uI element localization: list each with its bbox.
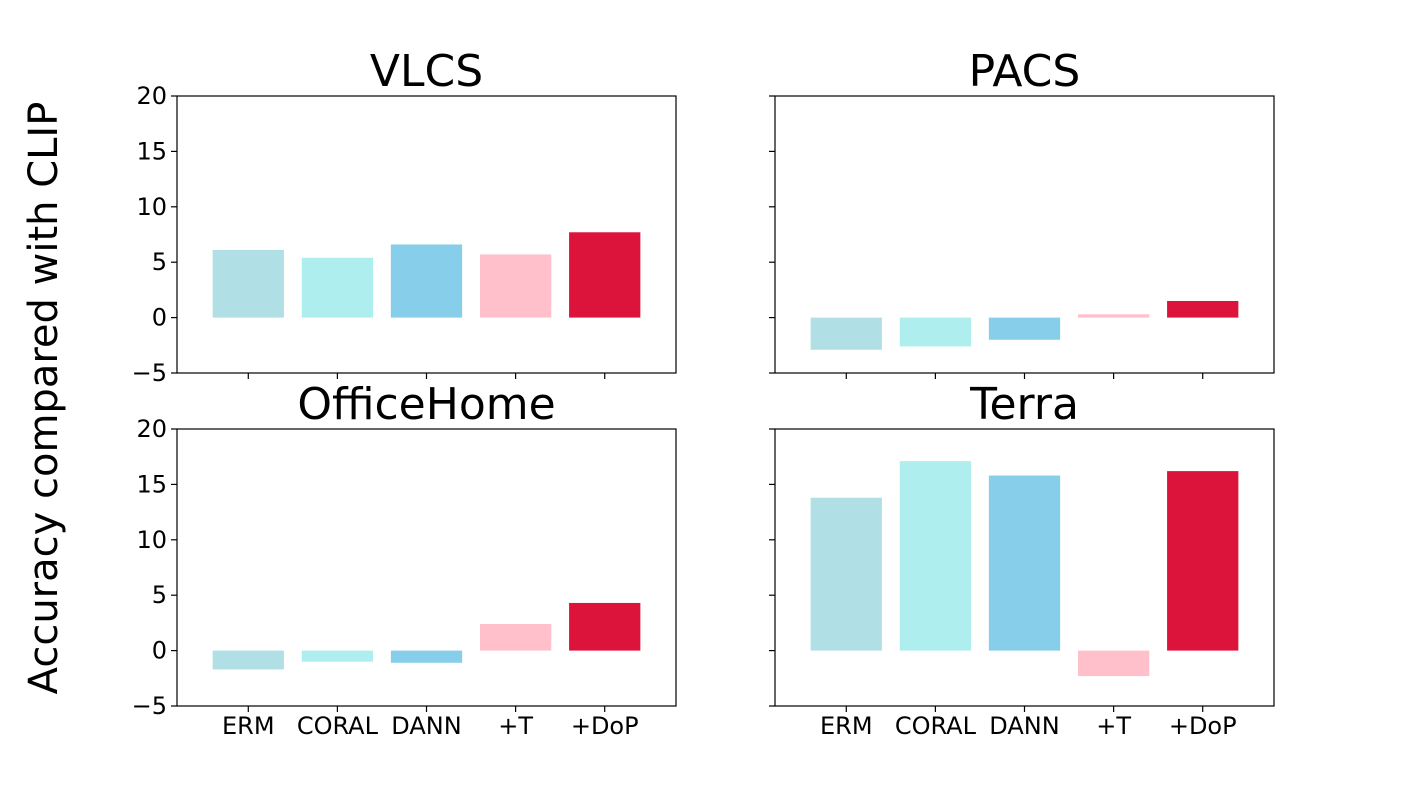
x-tick-label-dop: +DoP bbox=[571, 712, 639, 740]
bar-dann bbox=[390, 650, 463, 663]
panel-title: VLCS bbox=[370, 46, 483, 97]
bar-t bbox=[479, 254, 552, 318]
y-axis-label: Accuracy compared with CLIP bbox=[21, 102, 67, 695]
panel-terra: Terra ERM CORAL DANN +T +DoP bbox=[769, 379, 1275, 740]
y-tick-label: 20 bbox=[136, 415, 167, 443]
panel-officehome: OfficeHome −5 0 5 10 15 20 ERM CORAL DANN +T +DoP bbox=[132, 379, 677, 740]
bar-coral bbox=[899, 317, 972, 347]
bar-t bbox=[1077, 650, 1150, 677]
bar-coral bbox=[301, 650, 374, 662]
panel-title: OfficeHome bbox=[297, 379, 555, 430]
x-tick-label-dann: DANN bbox=[391, 712, 461, 740]
bar-dann bbox=[988, 475, 1061, 651]
y-tick-label: 0 bbox=[152, 304, 167, 332]
bar-dann bbox=[390, 244, 463, 318]
x-tick-label-coral: CORAL bbox=[297, 712, 379, 740]
y-tick-label: 20 bbox=[136, 82, 167, 110]
bar-dop bbox=[569, 602, 641, 651]
bar-dann bbox=[988, 317, 1061, 340]
y-tick-label: −5 bbox=[132, 692, 167, 720]
bar-coral bbox=[301, 257, 374, 318]
bar-dop bbox=[569, 232, 641, 318]
y-tick-label: −5 bbox=[132, 359, 167, 387]
x-tick-label-t: +T bbox=[498, 712, 533, 740]
bar-erm bbox=[810, 497, 882, 651]
y-tick-label: 15 bbox=[136, 470, 167, 498]
y-tick-label: 10 bbox=[136, 526, 167, 554]
x-tick-label-dop: +DoP bbox=[1169, 712, 1237, 740]
x-tick-label-erm: ERM bbox=[222, 712, 275, 740]
panel-title: PACS bbox=[969, 46, 1081, 97]
y-tick-label: 15 bbox=[136, 137, 167, 165]
y-tick-label: 10 bbox=[136, 193, 167, 221]
y-tick-label: 5 bbox=[152, 581, 167, 609]
bar-dop bbox=[1167, 471, 1239, 651]
bar-erm bbox=[212, 250, 284, 318]
x-tick-label-coral: CORAL bbox=[895, 712, 977, 740]
panel-pacs: PACS bbox=[769, 46, 1275, 379]
chart-panels: VLCS −5 0 5 10 15 20 PACS OfficeHome −5 0 5 10 15 20 ER… bbox=[132, 46, 1275, 740]
panel-title: Terra bbox=[969, 379, 1079, 430]
bar-t bbox=[1077, 314, 1150, 318]
x-tick-label-dann: DANN bbox=[989, 712, 1059, 740]
y-tick-label: 0 bbox=[152, 637, 167, 665]
bar-erm bbox=[810, 317, 882, 350]
x-tick-label-erm: ERM bbox=[820, 712, 873, 740]
bar-t bbox=[479, 624, 552, 651]
bar-erm bbox=[212, 650, 284, 670]
y-tick-label: 5 bbox=[152, 248, 167, 276]
bar-coral bbox=[899, 461, 972, 651]
panel-vlcs: VLCS −5 0 5 10 15 20 bbox=[132, 46, 677, 387]
x-tick-label-t: +T bbox=[1096, 712, 1131, 740]
bar-dop bbox=[1167, 300, 1239, 318]
